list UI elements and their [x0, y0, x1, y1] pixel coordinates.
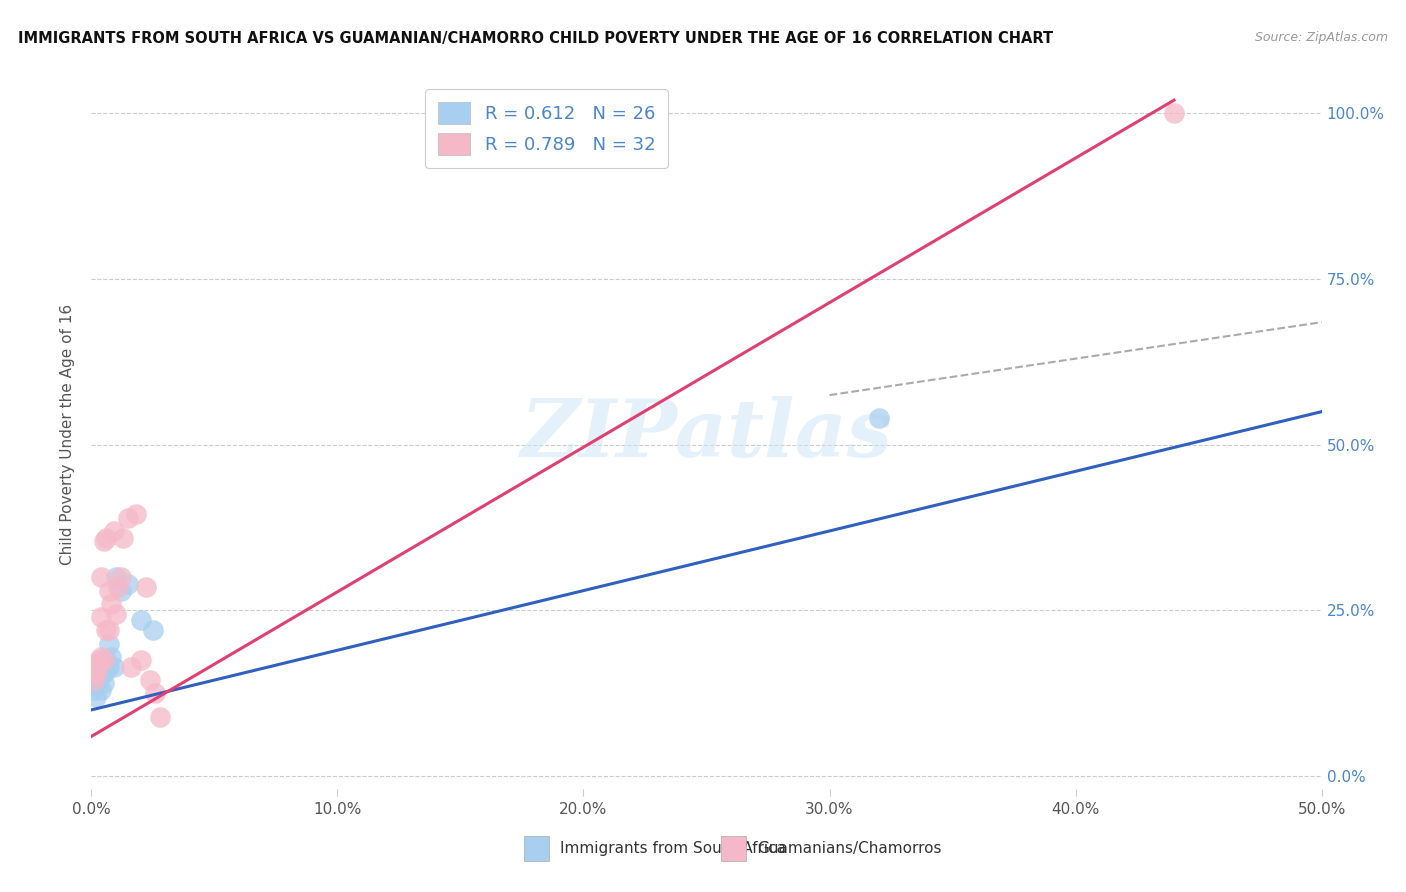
Y-axis label: Child Poverty Under the Age of 16: Child Poverty Under the Age of 16 [60, 304, 76, 566]
Point [149, 709, 172, 723]
Point [124, 508, 146, 522]
Point [86, 666, 108, 681]
Text: Guamanians/Chamorros: Guamanians/Chamorros [756, 841, 942, 855]
Point [86, 660, 108, 674]
Text: Source: ZipAtlas.com: Source: ZipAtlas.com [1254, 31, 1388, 45]
Point [90, 570, 112, 584]
Point [90, 683, 112, 698]
Point [93, 653, 115, 667]
Point [87, 663, 110, 677]
Point [107, 580, 129, 594]
Point [83, 683, 105, 698]
Point [83, 663, 105, 677]
Point [87, 673, 110, 687]
Point [93, 676, 115, 690]
Point [145, 686, 166, 700]
Point [139, 673, 162, 687]
Point [868, 411, 890, 425]
Point [93, 666, 115, 681]
Point [96, 531, 117, 545]
Point [129, 653, 152, 667]
Point [117, 577, 139, 591]
Point [105, 570, 127, 584]
Point [120, 660, 142, 674]
Legend: R = 0.612   N = 26, R = 0.789   N = 32: R = 0.612 N = 26, R = 0.789 N = 32 [425, 89, 668, 168]
Point [86, 676, 108, 690]
Point [86, 657, 108, 671]
Point [97, 624, 120, 638]
Point [97, 637, 120, 651]
Point [83, 673, 105, 687]
Point [110, 583, 132, 598]
Point [100, 597, 122, 611]
Point [103, 660, 125, 674]
Point [110, 570, 132, 584]
Text: Immigrants from South Africa: Immigrants from South Africa [560, 841, 786, 855]
Point [103, 524, 125, 538]
Point [86, 666, 108, 681]
Point [117, 510, 139, 524]
Point [96, 624, 117, 638]
Point [97, 583, 120, 598]
Point [112, 531, 135, 545]
Point [87, 653, 110, 667]
Point [97, 660, 120, 674]
Point [129, 614, 152, 628]
Point [93, 653, 115, 667]
Point [100, 649, 122, 664]
Point [90, 610, 112, 624]
Text: IMMIGRANTS FROM SOUTH AFRICA VS GUAMANIAN/CHAMORRO CHILD POVERTY UNDER THE AGE O: IMMIGRANTS FROM SOUTH AFRICA VS GUAMANIA… [18, 31, 1053, 46]
Point [105, 607, 127, 621]
Point [135, 580, 156, 594]
Text: ZIPatlas: ZIPatlas [520, 396, 893, 474]
Point [96, 663, 117, 677]
Point [1163, 106, 1185, 120]
Point [90, 649, 112, 664]
Point [87, 657, 110, 671]
Point [83, 666, 105, 681]
Point [142, 624, 165, 638]
Point [83, 666, 105, 681]
Point [87, 666, 110, 681]
Point [83, 676, 105, 690]
Point [86, 690, 108, 704]
Point [93, 533, 115, 548]
Point [96, 653, 117, 667]
Point [90, 657, 112, 671]
